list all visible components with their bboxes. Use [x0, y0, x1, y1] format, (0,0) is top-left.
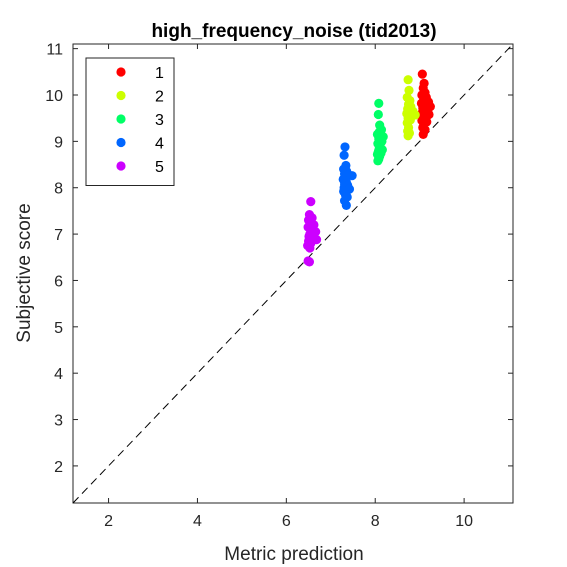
x-tick-label: 4 — [193, 513, 202, 530]
series-5 — [303, 197, 322, 267]
y-tick-label: 2 — [54, 459, 63, 476]
data-point — [339, 150, 349, 160]
legend-label: 5 — [155, 159, 164, 176]
data-point — [404, 85, 414, 95]
data-point — [373, 156, 383, 166]
data-point — [306, 197, 316, 207]
y-tick-label: 10 — [45, 88, 63, 105]
series-1 — [416, 69, 435, 140]
y-tick-label: 7 — [54, 227, 63, 244]
legend-label: 4 — [155, 136, 164, 153]
data-point — [417, 69, 427, 79]
y-tick-label: 3 — [54, 413, 63, 430]
data-point — [304, 257, 315, 267]
y-tick-label: 9 — [54, 134, 63, 151]
legend: 1 2 3 4 5 — [85, 57, 175, 186]
y-tick-label: 11 — [46, 42, 63, 59]
identity-line — [72, 43, 514, 504]
legend-marker — [116, 114, 126, 124]
legend-box — [85, 57, 175, 186]
series-2 — [402, 75, 420, 141]
x-tick-label: 8 — [371, 513, 380, 530]
x-tick-label: 2 — [104, 513, 113, 530]
data-point — [373, 109, 383, 120]
legend-marker — [116, 161, 126, 171]
x-tick-label: 10 — [455, 513, 473, 530]
series-4 — [338, 142, 357, 210]
legend-label: 1 — [155, 65, 164, 82]
legend-marker — [116, 90, 126, 101]
y-tick-label: 6 — [54, 273, 63, 290]
series-3 — [372, 98, 388, 166]
y-axis-label: Subjective score — [14, 203, 35, 342]
chart-title: high_frequency_noise (tid2013) — [151, 21, 436, 42]
y-tick-label: 8 — [54, 181, 63, 198]
data-point — [418, 129, 428, 140]
data-point — [341, 200, 351, 210]
legend-marker — [116, 67, 126, 77]
data-point — [403, 131, 413, 141]
legend-label: 2 — [155, 89, 164, 106]
data-point — [403, 75, 413, 85]
y-tick-label: 4 — [54, 366, 63, 383]
data-point — [374, 98, 384, 108]
x-tick-label: 6 — [282, 513, 291, 530]
x-axis-label: Metric prediction — [224, 544, 363, 565]
data-point — [305, 243, 315, 253]
legend-marker — [116, 137, 126, 148]
y-tick-label: 5 — [54, 320, 63, 337]
legend-label: 3 — [155, 112, 164, 129]
data-point — [340, 142, 350, 152]
